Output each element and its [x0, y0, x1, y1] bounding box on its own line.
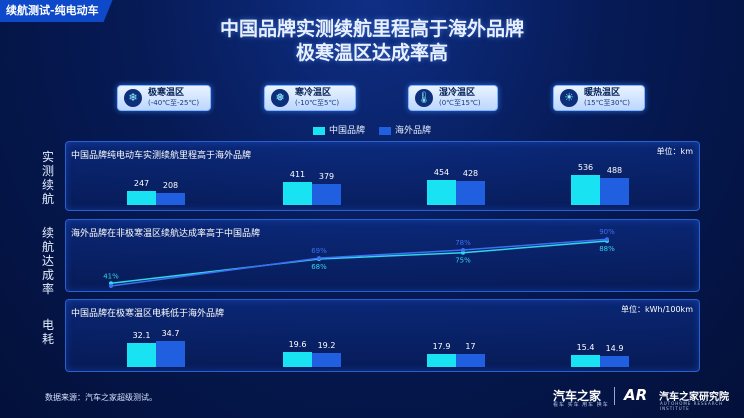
- zone-damp-cold: 🌡 湿冷温区 (0℃至15℃): [408, 85, 498, 111]
- page-title: 中国品牌实测续航里程高于海外品牌: [219, 18, 524, 40]
- snowflake-icon: ❅: [271, 89, 289, 107]
- research-institute-subtitle: AUTOHOME RESEARCH INSTITUTE: [660, 401, 724, 411]
- overseas-range-bar: [600, 177, 629, 205]
- snowflake-icon: ❄: [124, 89, 142, 107]
- overseas-energy-bar-label: 19.2: [317, 340, 336, 350]
- zone-range: (0℃至15℃): [439, 99, 481, 107]
- energy-chart-panel: 中国品牌在极寒温区电耗低于海外品牌 单位：kWh/100km 32.1 19.6 1…: [65, 299, 700, 372]
- overseas-range-bar-label: 488: [606, 165, 623, 175]
- overseas-energy-bar: [312, 352, 341, 367]
- overseas-range-bar-label: 379: [318, 171, 335, 181]
- zone-cold: ❅ 寒冷温区 (-10℃至5℃): [264, 85, 356, 111]
- china-rate-label: 41%: [103, 272, 119, 280]
- chart-unit: 单位：km: [656, 147, 693, 156]
- overseas-rate-point: [461, 248, 465, 252]
- zone-range: (-40℃至-25℃): [148, 99, 200, 107]
- overseas-energy-bar: [456, 354, 485, 367]
- china-energy-bar-label: 32.1: [132, 330, 151, 340]
- overseas-rate-point: [109, 284, 113, 288]
- overseas-range-bar-label: 208: [162, 181, 179, 191]
- autohome-logo: 汽车之家: [553, 389, 602, 403]
- china-range-bar: [427, 179, 456, 205]
- overseas-energy-bar: [600, 355, 629, 367]
- research-institute-name: 汽车之家研究院: [659, 392, 729, 403]
- page-subtitle: 极寒温区达成率高: [295, 42, 448, 64]
- china-range-bar-label: 247: [133, 179, 150, 189]
- chart-title: 海外品牌在非极寒温区续航达成率高于中国品牌: [71, 229, 261, 239]
- zone-name: 湿冷温区: [439, 88, 476, 98]
- overseas-rate-label: 69%: [311, 247, 327, 255]
- zone-warm: ☀ 暖热温区 (15℃至30℃): [553, 85, 645, 111]
- china-range-bar-label: 536: [577, 163, 594, 172]
- zone-name: 暖热温区: [584, 88, 621, 98]
- china-range-bar-label: 454: [433, 167, 450, 177]
- overseas-energy-bar-label: 17: [465, 342, 476, 352]
- overseas-energy-bar: [156, 341, 185, 367]
- chart-title: 中国品牌在极寒温区电耗低于海外品牌: [71, 309, 225, 319]
- research-institute-logo: AR: [624, 386, 648, 404]
- thermometer-icon: 🌡: [415, 89, 433, 107]
- section-tag: 续航测试-纯电动车: [0, 0, 113, 22]
- overseas-rate-point: [605, 237, 609, 242]
- overseas-range-bar: [156, 193, 185, 205]
- zone-range: (15℃至30℃): [584, 99, 630, 107]
- legend: 中国品牌 海外品牌: [0, 123, 744, 136]
- legend-item-china: 中国品牌: [312, 123, 365, 136]
- china-energy-bar: [427, 353, 456, 367]
- autohome-slogan: 看车 买车 用车 换车: [553, 402, 609, 408]
- overseas-rate-label: 38%: [103, 290, 119, 291]
- china-rate-label: 68%: [311, 263, 327, 271]
- section-label-energy: 电耗: [41, 318, 54, 346]
- china-energy-bar-label: 19.6: [288, 340, 307, 350]
- overseas-range-bar: [456, 181, 485, 205]
- china-energy-bar-label: 17.9: [432, 341, 451, 351]
- overseas-rate-label: 90%: [599, 228, 615, 236]
- overseas-rate-label: 78%: [455, 239, 471, 247]
- zone-name: 寒冷温区: [295, 88, 332, 98]
- chart-title: 中国品牌纯电动车实测续航里程高于海外品牌: [71, 151, 252, 161]
- china-range-bar: [127, 191, 156, 205]
- overseas-range-bar: [312, 183, 341, 205]
- china-rate-line: [110, 240, 608, 285]
- section-label-range: 实测续航: [41, 150, 54, 206]
- overseas-range-bar-label: 428: [462, 169, 479, 179]
- overseas-energy-bar-label: 14.9: [605, 343, 624, 353]
- china-energy-bar: [127, 342, 156, 367]
- china-rate-label: 75%: [455, 257, 471, 265]
- overseas-rate-point: [317, 256, 321, 261]
- rate-line-chart: 41% 68% 75% 88% 38% 69% 78% 90%: [103, 228, 615, 291]
- china-range-bar: [571, 175, 600, 205]
- china-range-bar: [283, 181, 312, 205]
- china-energy-bar-label: 15.4: [576, 343, 595, 353]
- zone-extreme-cold: ❄ 极寒温区 (-40℃至-25℃): [117, 85, 211, 111]
- overseas-energy-bar-label: 34.7: [161, 329, 180, 338]
- china-rate-label: 88%: [599, 245, 615, 253]
- zone-name: 极寒温区: [148, 88, 185, 98]
- legend-item-overseas: 海外品牌: [379, 123, 431, 136]
- chart-unit: 单位：kWh/100km: [620, 305, 693, 314]
- range-chart-panel: 中国品牌纯电动车实测续航里程高于海外品牌 单位：km 247 411 454 536 2…: [65, 141, 700, 211]
- china-energy-bar: [283, 352, 312, 367]
- china-energy-bar: [571, 355, 600, 367]
- zone-range: (-10℃至5℃): [295, 99, 340, 107]
- divider: [614, 387, 615, 405]
- overseas-rate-line: [110, 238, 608, 287]
- china-range-bar-label: 411: [289, 169, 306, 179]
- rate-chart-panel: 海外品牌在非极寒温区续航达成率高于中国品牌 41% 68% 75% 88% 38% 69%…: [65, 219, 700, 292]
- sun-icon: ☀: [560, 89, 578, 107]
- data-source: 数据来源：汽车之家超级测试。: [45, 393, 157, 402]
- section-label-rate: 续航达成率: [41, 226, 54, 296]
